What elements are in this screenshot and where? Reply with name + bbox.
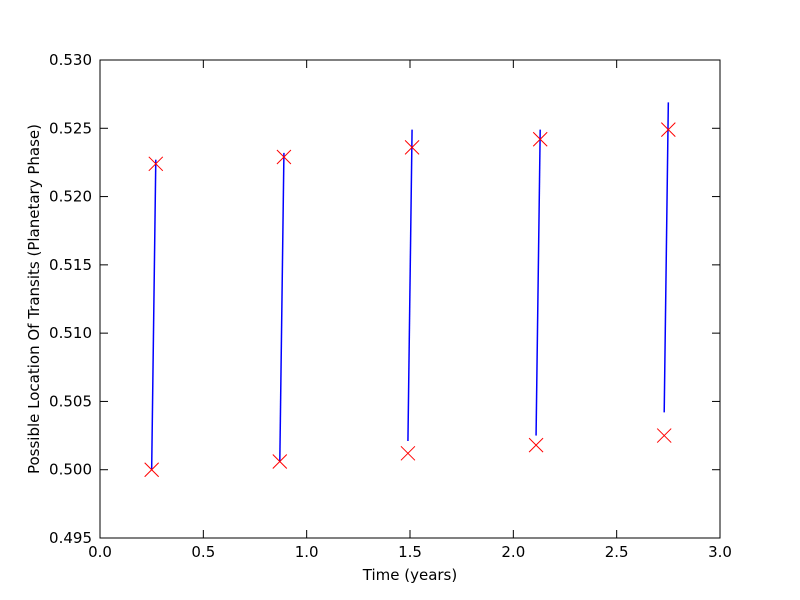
y-tick-label: 0.500 [49, 461, 92, 479]
transit-marker [656, 428, 672, 443]
x-tick-label: 1.5 [398, 543, 422, 561]
y-tick-label: 0.510 [49, 324, 92, 342]
transit-range-line [279, 152, 285, 462]
transit-range-line [535, 129, 541, 436]
transit-range-line [407, 129, 413, 442]
y-axis-label: Possible Location Of Transits (Planetary… [25, 124, 43, 474]
transit-marker [404, 140, 420, 155]
x-tick-label: 3.0 [708, 543, 732, 561]
y-tick-label: 0.530 [49, 51, 92, 69]
transit-marker [276, 149, 292, 165]
transit-marker [528, 437, 544, 453]
y-tick-label: 0.520 [49, 188, 92, 206]
transit-marker [272, 454, 288, 469]
y-tick-label: 0.495 [49, 529, 92, 547]
x-tick-label: 1.0 [295, 543, 319, 561]
ticks-layer: 0.0 0.5 1.0 1.5 2.0 2.5 3.0 0.495 0.500 0.505 0.51… [49, 51, 732, 561]
transit-marker [532, 131, 548, 147]
x-tick-label: 2.0 [501, 543, 525, 561]
transit-marker [144, 462, 160, 478]
y-tick-label: 0.505 [49, 392, 92, 410]
transit-marker [400, 445, 416, 461]
x-tick-label: 0.0 [88, 543, 112, 561]
x-tick-label: 2.5 [605, 543, 629, 561]
y-tick-label: 0.515 [49, 256, 92, 274]
y-tick-label: 0.525 [49, 119, 92, 137]
transit-range-line [150, 159, 157, 470]
x-tick-label: 0.5 [191, 543, 215, 561]
series-layer [144, 102, 676, 478]
plot-frame [99, 59, 721, 539]
transit-marker [660, 122, 676, 138]
transit-range-line [663, 102, 670, 413]
x-axis-label: Time (years) [362, 566, 457, 584]
transit-marker [148, 156, 164, 172]
